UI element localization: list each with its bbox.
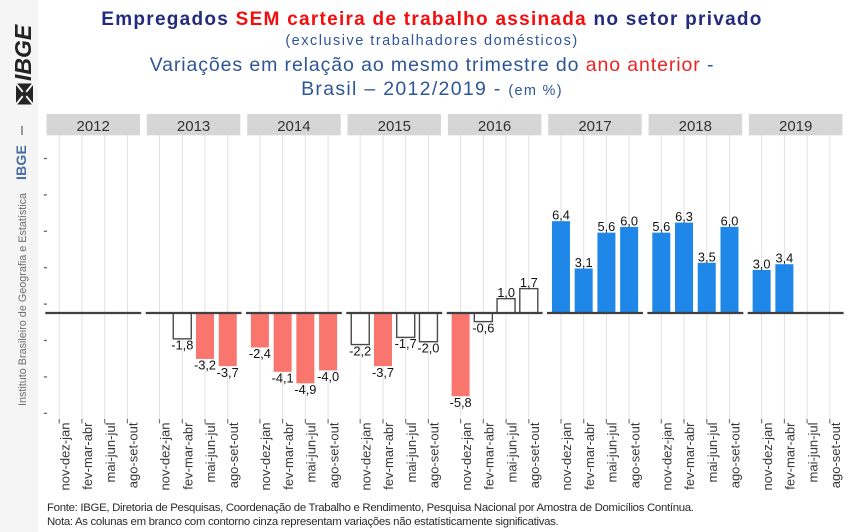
svg-text:2012: 2012 xyxy=(77,118,110,135)
svg-text:fev-mar-abr: fev-mar-abr xyxy=(381,422,396,490)
svg-text:ago-set-out: ago-set-out xyxy=(326,422,341,488)
svg-text:fev-mar-abr: fev-mar-abr xyxy=(783,422,798,490)
svg-text:ago-set-out: ago-set-out xyxy=(427,422,442,488)
svg-text:2015: 2015 xyxy=(378,118,411,135)
svg-text:6,0: 6,0 xyxy=(620,213,638,228)
svg-text:-2,4: -2,4 xyxy=(249,346,271,361)
svg-text:mai-jun-jul: mai-jun-jul xyxy=(805,422,820,482)
svg-text:2013: 2013 xyxy=(177,118,210,135)
svg-text:-2,0: -2,0 xyxy=(417,341,439,356)
svg-text:2019: 2019 xyxy=(779,118,812,135)
svg-text:-4,0: -4,0 xyxy=(317,369,339,384)
svg-text:-0,6: -0,6 xyxy=(472,320,494,335)
svg-text:nov-dez-jan: nov-dez-jan xyxy=(459,423,474,491)
svg-text:6,0: 6,0 xyxy=(721,213,739,228)
svg-text:ago-set-out: ago-set-out xyxy=(226,422,241,488)
svg-text:fev-mar-abr: fev-mar-abr xyxy=(582,422,597,490)
svg-text:nov-dez-jan: nov-dez-jan xyxy=(57,423,72,491)
svg-text:mai-jun-jul: mai-jun-jul xyxy=(605,422,620,482)
svg-text:ago-set-out: ago-set-out xyxy=(627,422,642,488)
svg-text:3,1: 3,1 xyxy=(575,255,593,270)
svg-text:5,6: 5,6 xyxy=(652,219,670,234)
svg-text:nov-dez-jan: nov-dez-jan xyxy=(660,423,675,491)
svg-text:fev-mar-abr: fev-mar-abr xyxy=(80,422,95,490)
svg-text:-3,2: -3,2 xyxy=(194,358,216,373)
svg-text:-4,1: -4,1 xyxy=(272,371,294,386)
svg-text:3,5: 3,5 xyxy=(698,249,716,264)
svg-text:2017: 2017 xyxy=(578,118,611,135)
svg-text:nov-dez-jan: nov-dez-jan xyxy=(258,423,273,491)
svg-text:2014: 2014 xyxy=(277,118,310,135)
svg-text:ago-set-out: ago-set-out xyxy=(527,422,542,488)
svg-text:-1,8: -1,8 xyxy=(171,338,193,353)
svg-text:-1,7: -1,7 xyxy=(395,336,417,351)
svg-text:nov-dez-jan: nov-dez-jan xyxy=(158,423,173,491)
svg-text:fev-mar-abr: fev-mar-abr xyxy=(682,422,697,490)
svg-text:1,7: 1,7 xyxy=(520,275,538,290)
svg-text:6,3: 6,3 xyxy=(675,209,693,224)
svg-text:6,4: 6,4 xyxy=(552,208,570,223)
svg-text:fev-mar-abr: fev-mar-abr xyxy=(181,422,196,490)
svg-text:ago-set-out: ago-set-out xyxy=(126,422,141,488)
svg-text:1,0: 1,0 xyxy=(497,285,515,300)
svg-text:-3,7: -3,7 xyxy=(217,365,239,380)
svg-text:3,4: 3,4 xyxy=(776,251,794,266)
svg-text:mai-jun-jul: mai-jun-jul xyxy=(404,422,419,482)
svg-text:ago-set-out: ago-set-out xyxy=(728,422,743,488)
svg-text:-5,8: -5,8 xyxy=(450,395,472,410)
svg-text:nov-dez-jan: nov-dez-jan xyxy=(358,423,373,491)
svg-text:fev-mar-abr: fev-mar-abr xyxy=(281,422,296,490)
svg-text:2016: 2016 xyxy=(478,118,511,135)
svg-text:-4,9: -4,9 xyxy=(294,382,316,397)
svg-text:mai-jun-jul: mai-jun-jul xyxy=(203,422,218,482)
svg-text:nov-dez-jan: nov-dez-jan xyxy=(559,423,574,491)
svg-text:mai-jun-jul: mai-jun-jul xyxy=(103,422,118,482)
svg-text:mai-jun-jul: mai-jun-jul xyxy=(705,422,720,482)
svg-text:3,0: 3,0 xyxy=(753,256,771,271)
svg-text:5,6: 5,6 xyxy=(598,219,616,234)
svg-text:mai-jun-jul: mai-jun-jul xyxy=(504,422,519,482)
svg-text:-2,2: -2,2 xyxy=(349,343,371,358)
svg-text:2018: 2018 xyxy=(679,118,712,135)
svg-text:mai-jun-jul: mai-jun-jul xyxy=(304,422,319,482)
svg-text:fev-mar-abr: fev-mar-abr xyxy=(482,422,497,490)
svg-text:-3,7: -3,7 xyxy=(372,365,394,380)
svg-text:ago-set-out: ago-set-out xyxy=(828,422,843,488)
svg-text:nov-dez-jan: nov-dez-jan xyxy=(760,423,775,491)
